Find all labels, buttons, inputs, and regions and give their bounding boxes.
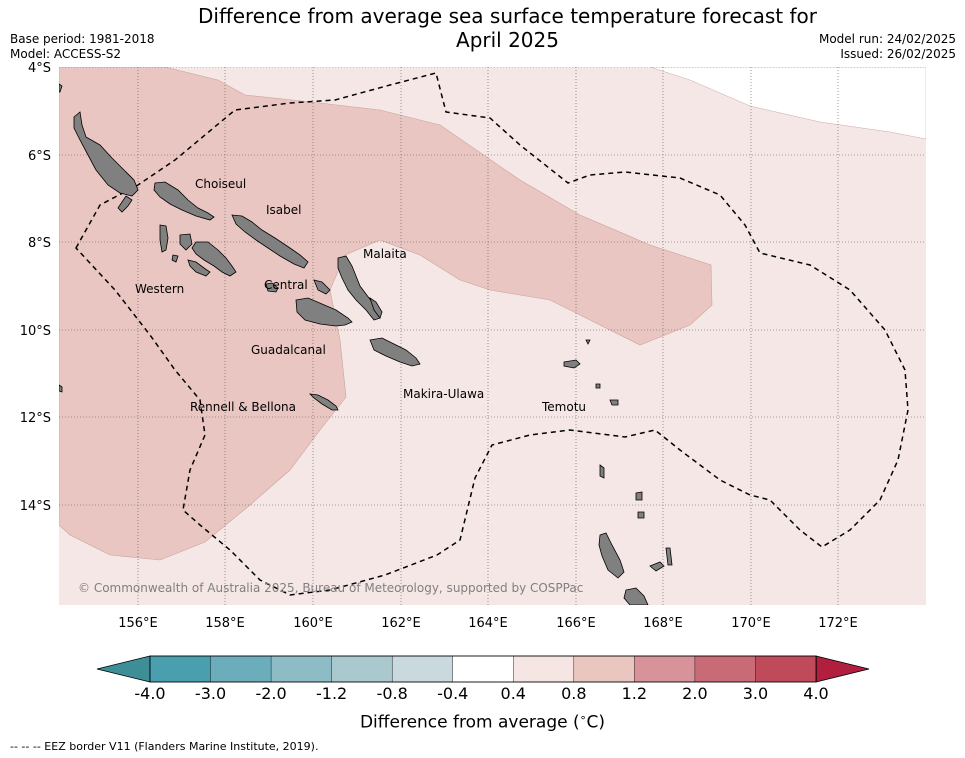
lon-label: 170°E [731,616,771,631]
colorbar: -4.0 -3.0 -2.0 -1.2 -0.8 -0.4 0.4 0.8 1.2 2.0 3.0 4… [96,655,870,703]
colorbar-tick-labels: -4.0 -3.0 -2.0 -1.2 -0.8 -0.4 0.4 0.8 1.2 2.0 3.0 4… [134,684,828,703]
region-label-isabel: Isabel [266,203,301,217]
lon-label: 158°E [205,616,245,631]
colorbar-cell [694,655,757,683]
santa-isabel-west [153,181,215,221]
lat-label: 14°S [20,499,51,514]
lat-label: 12°S [20,411,51,426]
colorbar-title: Difference from average (∘C) [359,711,606,733]
colorbar-cell [513,655,575,683]
colorbar-cell [270,655,333,683]
model-name: Model: ACCESS-S2 [10,47,122,61]
region-label-malaita: Malaita [363,247,407,261]
title-line-1: Difference from average sea surface temp… [197,4,817,28]
colorbar-tick-label: 0.4 [501,684,526,703]
lon-label: 156°E [118,616,158,631]
colorbar-tick-label: 4.0 [803,684,828,703]
temotu-island-1 [563,359,581,369]
copyright-note: © Commonwealth of Australia 2025, Bureau… [78,581,583,595]
makira-island [369,337,421,367]
colorbar-tick-label: 0.8 [561,684,586,703]
colorbar-under-arrow [96,655,151,683]
lon-label: 168°E [643,616,683,631]
lon-label: 160°E [293,616,333,631]
rennell-island [308,393,339,411]
guadalcanal-island [295,297,353,327]
land-masses [59,83,673,605]
anomaly-0.8-1.2-area [59,67,713,561]
meta-left: Base period: 1981-2018 Model: ACCESS-S2 [10,32,155,62]
chart-title: Difference from average sea surface temp… [150,4,865,52]
colorbar-cell [452,655,514,683]
map-plot-area [59,67,926,605]
lon-label: 162°E [381,616,421,631]
region-label-guadalcanal: Guadalcanal [251,343,326,357]
colorbar-cell [331,655,393,683]
lat-label: 10°S [20,324,51,339]
colorbar-cell [391,655,454,683]
region-label-rennell-bellona: Rennell & Bellona [190,400,296,414]
colorbar-title-unit: C) [586,712,606,733]
colorbar-tick-label: -0.8 [377,684,408,703]
lat-label: 8°S [28,236,51,251]
lon-label: 166°E [556,616,596,631]
eez-border [75,72,909,596]
colorbar-outline [149,655,817,683]
region-labels: Choiseul Isabel Malaita Western Central … [135,177,586,414]
region-label-choiseul: Choiseul [195,177,246,191]
issued-date: Issued: 26/02/2025 [840,47,956,61]
eez-footnote: -- -- -- EEZ border V11 (Flanders Marine… [10,740,319,753]
region-label-central: Central [264,278,308,292]
colorbar-cell [210,655,272,683]
western-island-1 [159,224,169,253]
colorbar-cell [634,655,696,683]
colorbar-cell [573,655,636,683]
colorbar-over-arrow [815,655,870,683]
central-islands [265,282,279,293]
colorbar-tick-label: -2.0 [255,684,286,703]
base-period: Base period: 1981-2018 [10,32,155,46]
lon-label: 164°E [468,616,508,631]
colorbar-tick-label: -0.4 [437,684,468,703]
colorbar-tick-label: 3.0 [743,684,768,703]
region-label-western: Western [135,282,184,296]
colorbar-title-text: Difference from average ( [359,712,580,733]
vanuatu-espiritu-santo [598,532,625,579]
title-line-2: April 2025 [456,28,559,52]
choiseul-island [73,111,139,197]
colorbar-tick-label: -3.0 [195,684,226,703]
colorbar-tick-label: 2.0 [682,684,707,703]
lat-label: 6°S [28,149,51,164]
colorbar-cell [149,655,212,683]
meta-right: Model run: 24/02/2025 Issued: 26/02/2025 [819,32,956,62]
model-run: Model run: 24/02/2025 [818,32,956,46]
colorbar-tick-label: 1.2 [622,684,647,703]
colorbar-cells [149,655,817,683]
anomaly-neutral-area [649,67,926,140]
colorbar-cell [755,655,817,683]
lon-label: 172°E [818,616,858,631]
santa-isabel-island [231,214,309,269]
colorbar-tick-label: -1.2 [316,684,347,703]
latitude-labels: 4°S 6°S 8°S 10°S 12°S 14°S [20,61,51,514]
longitude-labels: 156°E 158°E 160°E 162°E 164°E 166°E 168°… [118,616,858,631]
new-georgia-island [191,241,237,277]
region-label-temotu: Temotu [541,400,586,414]
lat-label: 4°S [28,61,51,76]
region-label-makira-ulawa: Makira-Ulawa [403,387,484,401]
colorbar-tick-label: -4.0 [134,684,165,703]
